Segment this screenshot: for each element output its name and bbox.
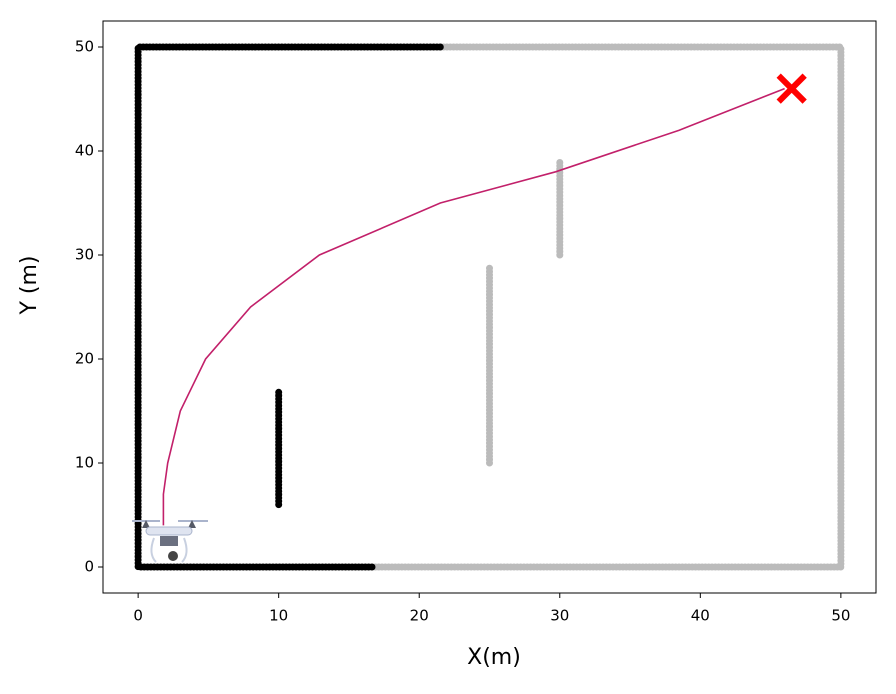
y-tick-label: 50 <box>75 38 94 56</box>
x-tick-label: 30 <box>550 607 569 625</box>
x-tick-label: 50 <box>831 607 850 625</box>
trajectory <box>162 87 785 526</box>
y-axis-label: Y (m) <box>17 255 42 315</box>
x-tick-label: 20 <box>410 607 429 625</box>
x-tick-label: 10 <box>269 607 288 625</box>
y-tick-label: 30 <box>75 246 94 264</box>
plot-area: 0 10 20 30 40 50 0 10 20 30 40 50 <box>75 38 851 625</box>
y-tick-label: 0 <box>84 558 94 576</box>
drone-icon <box>132 520 208 563</box>
target-marker <box>776 73 807 104</box>
wall <box>134 43 444 571</box>
x-tick-label: 0 <box>133 607 143 625</box>
y-tick-label: 20 <box>75 350 94 368</box>
x-axis-label: X(m) <box>467 645 521 670</box>
wall <box>369 43 845 571</box>
plot-frame <box>102 20 877 594</box>
y-tick-label: 10 <box>75 454 94 472</box>
y-tick-label: 40 <box>75 142 94 160</box>
x-tick-label: 40 <box>691 607 710 625</box>
target-marker-stroke <box>776 73 807 104</box>
